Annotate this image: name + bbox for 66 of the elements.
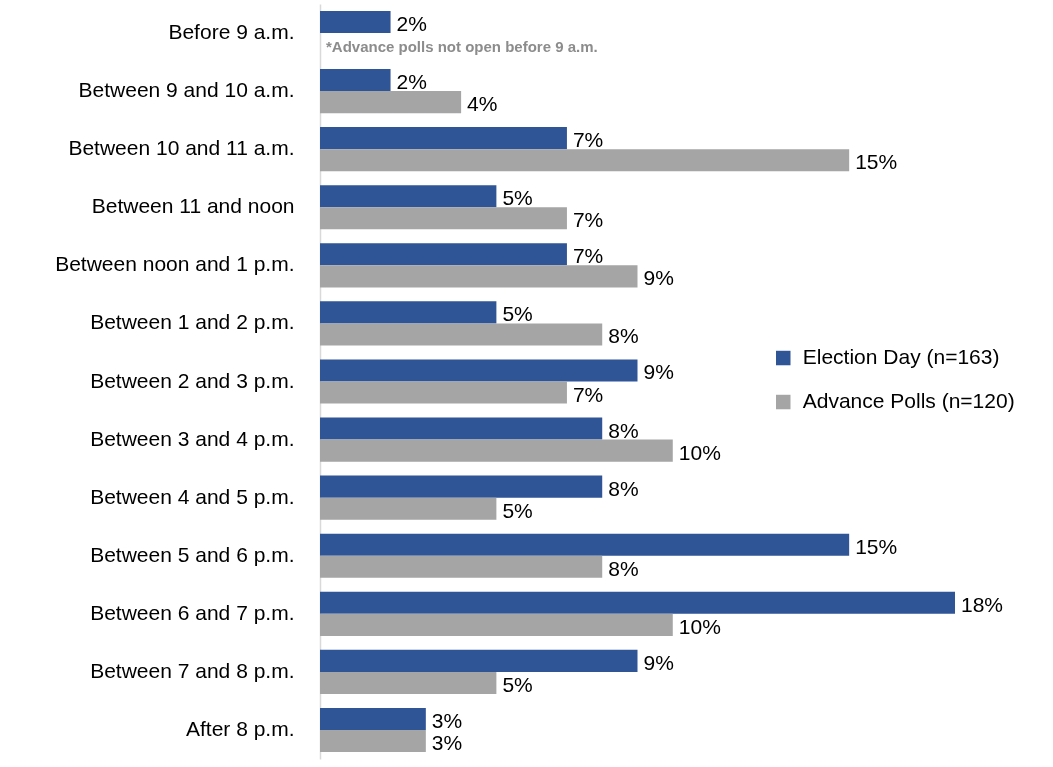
bar	[320, 243, 567, 266]
y-tick-label: Between 1 and 2 p.m.	[90, 310, 295, 334]
data-label: 15%	[855, 534, 898, 558]
data-label: 8%	[608, 476, 639, 500]
bar	[320, 591, 955, 614]
bar	[320, 649, 638, 672]
bar	[320, 69, 391, 92]
bar	[320, 555, 603, 578]
data-label: 3%	[431, 708, 463, 732]
y-tick-label: Between 2 and 3 p.m.	[90, 368, 295, 392]
y-tick-label: Between 4 and 5 p.m.	[90, 484, 295, 508]
bar	[320, 417, 603, 440]
data-label: 10%	[678, 440, 721, 464]
data-label: 5%	[502, 302, 533, 326]
bar	[320, 91, 462, 114]
bar	[320, 323, 603, 346]
bar	[320, 10, 391, 34]
data-label: 3%	[431, 731, 463, 754]
y-tick-label: Between 11 and noon	[91, 194, 295, 218]
bar	[320, 301, 497, 324]
data-label: 8%	[608, 418, 639, 442]
data-label: 5%	[502, 498, 533, 522]
bar	[320, 707, 426, 730]
y-tick-label: Between 3 and 4 p.m.	[90, 426, 295, 450]
bar	[320, 359, 638, 382]
bar	[320, 127, 567, 150]
data-label: 7%	[572, 208, 604, 232]
y-tick-label: Between 7 and 8 p.m.	[90, 658, 295, 682]
bar	[320, 475, 603, 498]
bar	[320, 207, 567, 230]
data-label: 8%	[608, 556, 639, 580]
data-label: 9%	[643, 650, 674, 674]
bar	[320, 533, 850, 556]
bar	[320, 613, 673, 636]
bar	[320, 381, 567, 404]
y-tick-label: Between 6 and 7 p.m.	[90, 600, 295, 624]
data-label: 4%	[467, 92, 498, 116]
bar	[320, 671, 497, 694]
bar	[320, 497, 497, 520]
legend-label: Advance Polls (n=120)	[802, 389, 1015, 413]
data-label: 5%	[502, 672, 533, 696]
bar	[320, 149, 850, 172]
bar	[320, 439, 673, 462]
data-label: 18%	[961, 592, 1004, 616]
y-tick-label: Before 9 a.m.	[168, 20, 295, 44]
bar	[320, 265, 638, 288]
data-label: 9%	[643, 266, 674, 290]
data-label: 7%	[572, 244, 604, 268]
data-label: 2%	[396, 70, 427, 94]
y-tick-label: After 8 p.m.	[185, 716, 295, 740]
data-label: 2%	[396, 12, 427, 35]
data-label: 9%	[643, 360, 674, 384]
y-tick-label: Between noon and 1 p.m.	[55, 252, 295, 276]
y-tick-label: Between 5 and 6 p.m.	[90, 542, 295, 566]
annotation: *Advance polls not open before 9 a.m.	[326, 38, 598, 56]
legend-label: Election Day (n=163)	[802, 345, 1000, 369]
y-tick-label: Between 10 and 11 a.m.	[68, 136, 295, 160]
data-label: 8%	[608, 324, 639, 348]
data-label: 5%	[502, 186, 533, 210]
data-label: 10%	[678, 614, 721, 638]
bar	[320, 729, 426, 753]
data-label: 7%	[572, 128, 604, 152]
y-tick-label: Between 9 and 10 a.m.	[78, 78, 295, 102]
bar	[320, 185, 497, 208]
data-label: 7%	[572, 382, 604, 406]
data-label: 15%	[855, 150, 898, 174]
